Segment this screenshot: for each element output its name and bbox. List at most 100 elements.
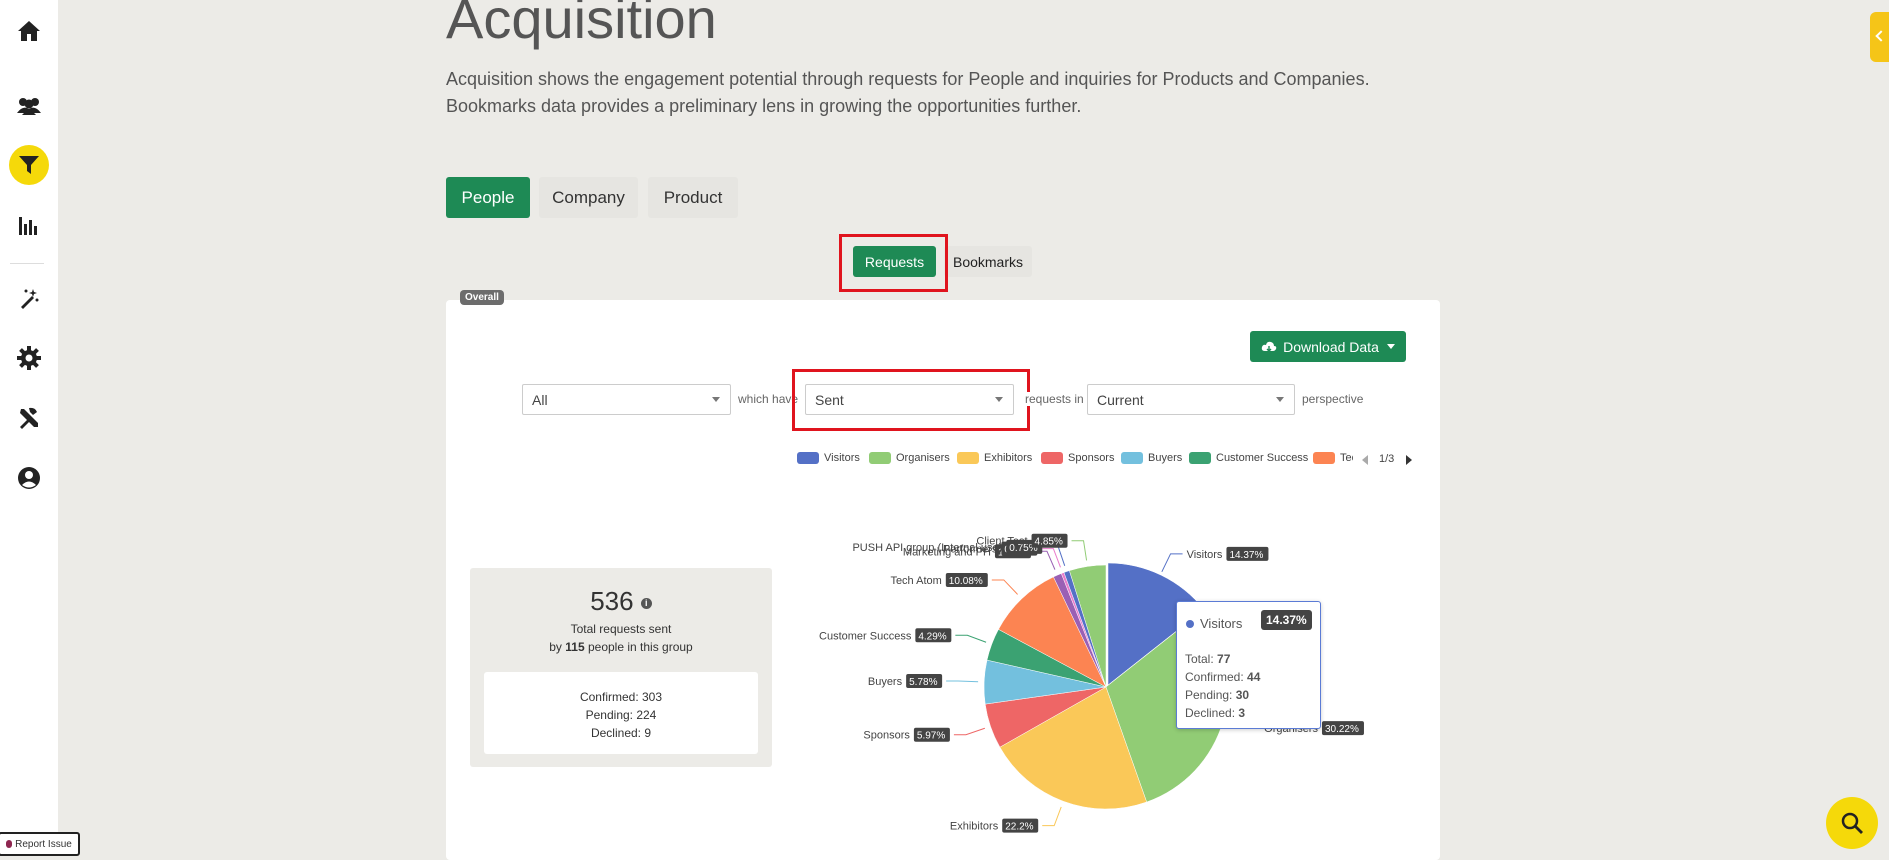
subtab-requests[interactable]: Requests — [853, 246, 936, 277]
description-line-2: Bookmarks data provides a preliminary le… — [446, 96, 1082, 116]
status-breakdown: Confirmed: 303 Pending: 224 Declined: 9 — [484, 672, 758, 754]
tooltip-percent: 14.37% — [1261, 610, 1312, 630]
total-requests-value: 536 i — [470, 586, 772, 617]
status-select[interactable]: Sent — [805, 384, 1014, 415]
legend-prev-icon[interactable] — [1362, 455, 1368, 465]
gear-icon[interactable] — [9, 338, 49, 378]
slice-label-tech-atom: Tech Atom 10.08% — [890, 572, 988, 587]
pie-slice-client-test[interactable] — [1069, 564, 1107, 688]
svg-text:30.22%: 30.22% — [1325, 724, 1359, 735]
svg-text:Visitors: Visitors — [1187, 549, 1223, 561]
chevron-down-icon — [995, 397, 1003, 402]
chart-tooltip: Visitors 14.37% Total: 77 Confirmed: 44 … — [1176, 601, 1321, 729]
sidebar — [0, 0, 58, 854]
svg-text:5.97%: 5.97% — [917, 731, 945, 742]
legend-item-buyers[interactable]: Buyers — [1121, 452, 1182, 464]
description-line-1: Acquisition shows the engagement potenti… — [446, 69, 1370, 89]
magic-wand-icon[interactable] — [9, 278, 49, 318]
subtab-bookmarks[interactable]: Bookmarks — [944, 246, 1032, 277]
funnel-icon[interactable] — [9, 145, 49, 185]
label-line-performers — [1041, 548, 1061, 568]
legend-item-sponsors[interactable]: Sponsors — [1041, 452, 1114, 464]
label-line-buyers — [946, 680, 979, 683]
pie-chart: Visitors 14.37%Organisers 30.22%Exhibitors… — [819, 533, 1364, 833]
page-description: Acquisition shows the engagement potenti… — [446, 66, 1396, 120]
label-line-marketing-and-ph — [1034, 550, 1056, 570]
slice-label-customer-success: Customer Success 4.29% — [819, 628, 952, 643]
pie-slice-tech-atom[interactable] — [998, 576, 1107, 688]
download-data-label: Download Data — [1283, 338, 1379, 355]
perspective-select-value: Current — [1097, 391, 1144, 408]
requests-in-text: requests in — [1025, 392, 1084, 406]
bar-chart-icon[interactable] — [9, 205, 49, 245]
tooltip-confirmed: Confirmed: 44 — [1185, 670, 1261, 684]
legend-page-indicator: 1/3 — [1379, 453, 1395, 465]
tab-product[interactable]: Product — [648, 177, 738, 218]
requests-highlight-box — [839, 234, 948, 292]
account-icon[interactable] — [9, 458, 49, 498]
cloud-download-icon — [1261, 341, 1277, 352]
svg-text:4.85%: 4.85% — [1035, 537, 1063, 548]
svg-text:Exhibitors: Exhibitors — [950, 821, 999, 833]
tooltip-declined: Declined: 3 — [1185, 706, 1246, 720]
legend-item-exhibitors[interactable]: Exhibitors — [957, 452, 1032, 464]
label-line-exhibitors — [1042, 806, 1062, 827]
legend-item-customer-success[interactable]: Customer Success — [1189, 452, 1308, 464]
pie-slice-exhibitors[interactable] — [999, 686, 1147, 810]
tab-people[interactable]: People — [446, 177, 530, 218]
slice-label-client-test: Client Test 4.85% — [976, 533, 1068, 548]
confirmed-count: Confirmed: 303 — [579, 690, 663, 704]
svg-text:Customer Success: Customer Success — [819, 630, 912, 642]
svg-text:Marketing and PH: Marketing and PH — [903, 546, 991, 558]
svg-text:14.37%: 14.37% — [1229, 550, 1263, 561]
stats-panel: 536 i Total requests sent by 115 people … — [470, 568, 772, 767]
chevron-left-icon — [1875, 30, 1887, 42]
tooltip-total: Total: 77 — [1185, 652, 1231, 666]
pending-count: Pending: 224 — [585, 708, 657, 722]
info-icon[interactable]: i — [640, 597, 652, 609]
chart-legend: Visitors Organisers Exhibitors Sponsors … — [797, 452, 1417, 468]
slice-label-exhibitors: Exhibitors 22.2% — [950, 818, 1039, 833]
search-fab[interactable] — [1826, 797, 1878, 849]
perspective-select[interactable]: Current — [1087, 384, 1295, 415]
slice-label-buyers: Buyers 5.78% — [868, 673, 943, 688]
legend-item-visitors[interactable]: Visitors — [797, 452, 860, 464]
legend-item-organisers[interactable]: Organisers — [869, 452, 950, 464]
group-select-value: All — [532, 391, 548, 408]
declined-count: Declined: 9 — [590, 726, 652, 740]
tooltip-pending: Pending: 30 — [1185, 688, 1250, 702]
report-issue-button[interactable]: Report Issue — [0, 832, 80, 856]
svg-text:4.29%: 4.29% — [918, 631, 946, 642]
svg-text:5.78%: 5.78% — [909, 677, 937, 688]
svg-text:Performers: Performers — [943, 544, 998, 556]
people-count-label: by 115 people in this group — [549, 640, 693, 654]
svg-text:Sponsors: Sponsors — [863, 730, 910, 742]
tooltip-dot — [1186, 619, 1194, 628]
home-icon[interactable] — [9, 11, 49, 51]
chevron-down-icon — [712, 397, 720, 402]
tab-company[interactable]: Company — [539, 177, 638, 218]
svg-text:10.08%: 10.08% — [949, 576, 983, 587]
bug-icon — [6, 840, 13, 848]
status-select-value: Sent — [815, 391, 844, 408]
label-line-sponsors — [953, 727, 985, 736]
tooltip-series-name: Visitors — [1200, 616, 1243, 631]
label-line-client-test — [1071, 540, 1088, 561]
svg-text:0.75%: 0.75% — [1009, 543, 1037, 554]
report-issue-label: Report Issue — [15, 838, 72, 850]
group-select[interactable]: All — [522, 384, 731, 415]
svg-text:Client Test: Client Test — [976, 536, 1027, 548]
tools-icon[interactable] — [9, 398, 49, 438]
users-icon[interactable] — [9, 86, 49, 126]
legend-next-icon[interactable] — [1406, 455, 1412, 465]
side-panel-toggle[interactable] — [1870, 12, 1889, 62]
perspective-text: perspective — [1302, 392, 1364, 406]
status-highlight-box — [792, 369, 1030, 431]
download-data-button[interactable]: Download Data — [1250, 331, 1406, 362]
overall-badge: Overall — [460, 290, 504, 305]
svg-text:22.2%: 22.2% — [1005, 822, 1033, 833]
label-line-customer-success — [955, 634, 987, 643]
page-title: Acquisition — [446, 0, 717, 50]
legend-item-tech[interactable]: Tec — [1313, 452, 1353, 464]
caret-down-icon — [1386, 344, 1395, 349]
